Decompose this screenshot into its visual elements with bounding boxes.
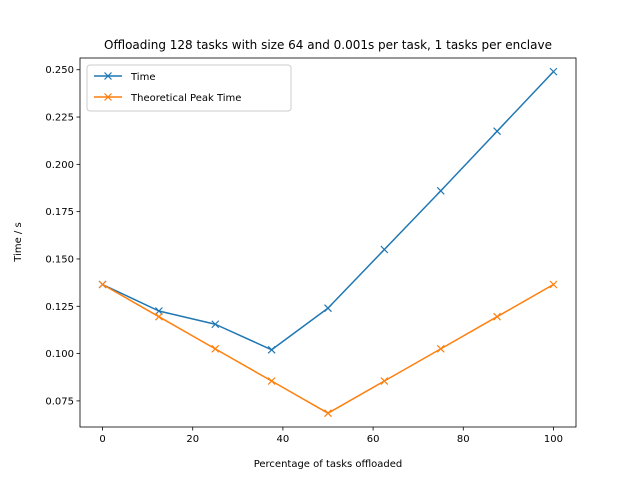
data-point [98, 280, 107, 289]
data-point [154, 307, 163, 315]
axes-frame [79, 57, 577, 428]
data-point [549, 280, 558, 289]
x-axis-label: Percentage of tasks offloaded [254, 459, 403, 470]
marker-stroke [267, 345, 276, 354]
data-point [380, 377, 389, 385]
marker-stroke [211, 344, 220, 353]
legend-marker [104, 72, 112, 80]
legend-label: Time [130, 72, 155, 83]
y-tick-label: 0.175 [45, 207, 74, 218]
data-point [154, 312, 163, 321]
marker-stroke [380, 377, 389, 385]
x-tick-label: 40 [277, 434, 290, 445]
data-point [493, 312, 502, 321]
chart-title: Offloading 128 tasks with size 64 and 0.… [104, 38, 552, 52]
marker-stroke [154, 307, 163, 315]
data-point [267, 377, 276, 385]
x-tick-label: 20 [186, 434, 199, 445]
marker-stroke [493, 312, 502, 321]
x-tick-label: 100 [544, 434, 563, 445]
marker-stroke [436, 344, 445, 353]
marker-stroke [324, 304, 332, 313]
marker-stroke [436, 186, 445, 195]
data-point [211, 320, 220, 329]
x-tick-label: 60 [367, 434, 380, 445]
x-tick-label: 80 [457, 434, 470, 445]
data-point [549, 67, 558, 76]
legend-item: Time [94, 72, 155, 83]
marker-stroke [267, 377, 276, 385]
data-point [267, 345, 276, 354]
y-tick-label: 0.125 [45, 302, 74, 313]
marker-stroke [154, 312, 163, 321]
data-point [493, 127, 502, 136]
marker-stroke [380, 245, 389, 254]
marker-stroke [98, 280, 107, 289]
data-point [324, 304, 332, 313]
y-tick-label: 0.150 [45, 254, 74, 265]
marker-stroke [324, 409, 332, 418]
y-tick-label: 0.250 [45, 65, 74, 76]
legend-item: Theoretical Peak Time [94, 93, 241, 104]
marker-stroke [549, 67, 558, 76]
data-point [436, 186, 445, 195]
data-point [380, 245, 389, 254]
marker-stroke [211, 320, 220, 329]
legend: Time Theoretical Peak Time [86, 64, 292, 112]
legend-marker [104, 93, 112, 101]
plot-area [98, 67, 558, 418]
legend-label: Theoretical Peak Time [130, 93, 241, 104]
y-tick-label: 0.225 [45, 113, 74, 124]
data-point [436, 344, 445, 353]
y-tick-label: 0.075 [45, 396, 74, 407]
y-tick-label: 0.100 [45, 349, 74, 360]
y-axis-label: Time / s [13, 222, 24, 262]
data-point [324, 409, 332, 418]
y-axis: 0.075 0.100 0.125 0.150 0.175 0.200 0.225 0.250 [45, 65, 80, 407]
marker-stroke [493, 127, 502, 136]
y-tick-label: 0.200 [45, 160, 74, 171]
x-axis: 0 20 40 60 80 100 [99, 427, 563, 445]
x-tick-label: 0 [99, 434, 105, 445]
legend-box [86, 64, 292, 112]
marker-stroke [549, 280, 558, 289]
data-point [211, 344, 220, 353]
